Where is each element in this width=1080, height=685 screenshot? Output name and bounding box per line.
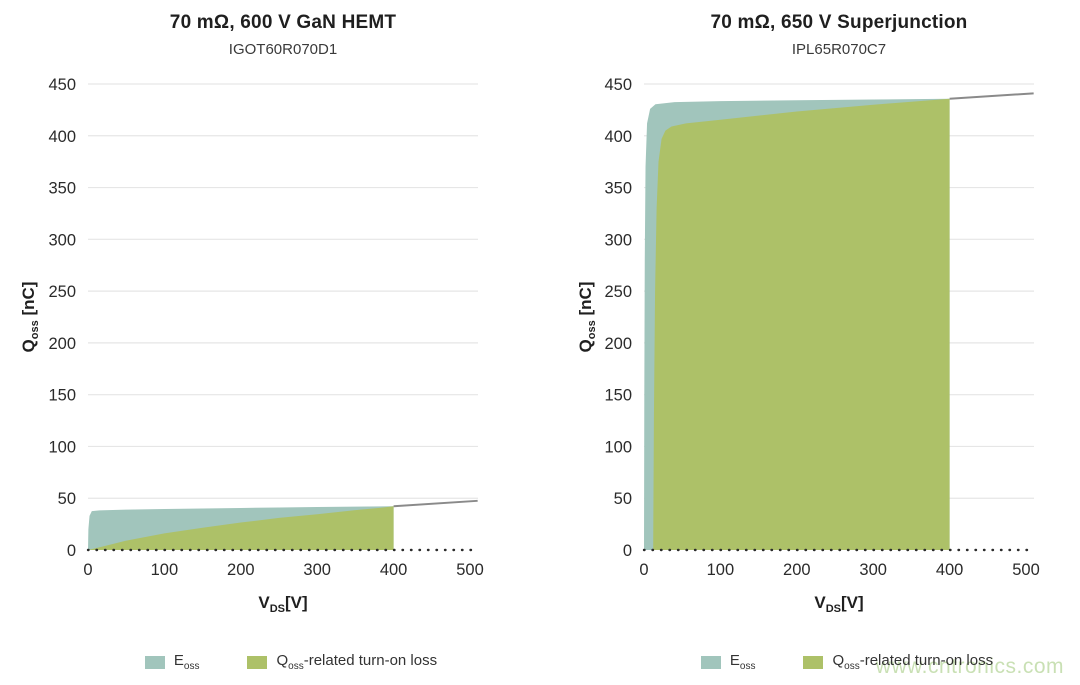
turnon-loss-area [653, 98, 950, 550]
x-axis-label-unit: [V] [840, 592, 864, 612]
legend-item-turnon-loss: Qoss-related turn-on loss [247, 652, 437, 672]
chart-title: 70 mΩ, 600 V GaN HEMT [169, 12, 397, 33]
y-axis-label-subscript: oss [29, 320, 42, 340]
y-axis-label-subscript: oss [586, 320, 599, 340]
x-tick-label: 300 [303, 561, 331, 579]
y-tick-label: 400 [48, 128, 76, 146]
x-tick-label: 500 [1012, 561, 1040, 579]
turnon-loss-legend-swatch [803, 655, 824, 669]
watermark: www.cntronics.com [875, 655, 1064, 678]
x-tick-label: 200 [783, 561, 811, 579]
y-tick-label: 150 [604, 387, 632, 405]
x-axis-label: VDS[V] [814, 593, 863, 615]
x-tick-label: 200 [227, 561, 255, 579]
legend-item-turnon-loss: Qoss-related turn-on loss [803, 652, 993, 672]
chart-head: 70 mΩ, 600 V GaN HEMT IGOT60R070D1 [13, 12, 553, 58]
y-tick-label: 450 [604, 76, 632, 94]
y-tick-label: 450 [48, 76, 76, 94]
legend-label-turnon-loss: Qoss-related turn-on loss [276, 652, 438, 672]
legend-label-eoss: Eoss [173, 652, 200, 672]
x-axis-label-symbol: V [258, 592, 270, 612]
eoss-legend-swatch [700, 655, 721, 669]
plot-area: 0 50 100 150 200 250 300 350 400 450 0 100 200 300 400… [604, 76, 1040, 579]
x-axis-label-unit: [V] [284, 592, 308, 612]
x-tick-label: 100 [151, 561, 179, 579]
legend-label-eoss: Eoss [729, 652, 756, 672]
x-tick-label: 400 [380, 561, 408, 579]
y-axis-label-unit: [nC] [18, 281, 38, 321]
x-axis-label-subscript: DS [825, 603, 841, 616]
chart-head: 70 mΩ, 650 V Superjunction IPL65R070C7 [569, 12, 1080, 58]
y-tick-label: 250 [604, 283, 632, 301]
legend-item-eoss: Eoss [144, 652, 200, 672]
x-axis-label-subscript: DS [269, 603, 285, 616]
x-axis-label: VDS[V] [258, 593, 307, 615]
y-axis-label-symbol: Q [575, 339, 595, 353]
y-tick-label: 50 [614, 490, 632, 508]
turnon-loss-legend-swatch [247, 655, 268, 669]
turnon-loss-area [88, 506, 394, 550]
y-tick-label: 400 [604, 128, 632, 146]
legend-item-eoss: Eoss [700, 652, 756, 672]
qoss-continuation-line [949, 92, 1034, 100]
y-tick-label: 0 [67, 542, 76, 560]
y-tick-label: 350 [48, 180, 76, 198]
y-tick-label: 0 [623, 542, 632, 560]
y-tick-label: 200 [48, 335, 76, 353]
chart-gan-hemt: 70 mΩ, 600 V GaN HEMT IGOT60R070D1 0 50 10… [19, 12, 484, 672]
y-tick-label: 300 [48, 231, 76, 249]
y-tick-label: 100 [48, 438, 76, 456]
x-tick-label: 400 [936, 561, 964, 579]
plot-area: 0 50 100 150 200 250 300 350 400 450 0 100 200 300 400… [48, 76, 484, 579]
x-tick-label: 500 [456, 561, 484, 579]
legend: Eoss Qoss-related turn-on loss [577, 652, 1080, 672]
qoss-continuation-line [393, 499, 478, 508]
chart-title: 70 mΩ, 650 V Superjunction [710, 12, 968, 33]
y-tick-label: 100 [604, 438, 632, 456]
y-axis-label: Qoss [nC] [576, 282, 598, 353]
y-axis-label: Qoss [nC] [19, 282, 41, 353]
y-tick-label: 150 [48, 387, 76, 405]
y-tick-label: 50 [58, 490, 76, 508]
chart-subtitle-part-number: IPL65R070C7 [791, 41, 887, 58]
x-tick-label: 100 [707, 561, 735, 579]
eoss-legend-swatch [144, 655, 165, 669]
x-axis-label-symbol: V [814, 592, 826, 612]
y-tick-label: 200 [604, 335, 632, 353]
y-axis-label-symbol: Q [18, 339, 38, 353]
x-tick-label: 300 [859, 561, 887, 579]
legend-label-turnon-loss: Qoss-related turn-on loss [832, 652, 994, 672]
x-tick-label: 0 [83, 561, 92, 579]
y-tick-label: 300 [604, 231, 632, 249]
y-tick-label: 250 [48, 283, 76, 301]
x-tick-label: 0 [639, 561, 648, 579]
chart-subtitle-part-number: IGOT60R070D1 [228, 41, 338, 58]
legend: Eoss Qoss-related turn-on loss [21, 652, 561, 672]
y-tick-label: 350 [604, 180, 632, 198]
y-axis-label-unit: [nC] [575, 281, 595, 321]
chart-superjunction: 70 mΩ, 650 V Superjunction IPL65R070C7 0… [540, 0, 1080, 685]
